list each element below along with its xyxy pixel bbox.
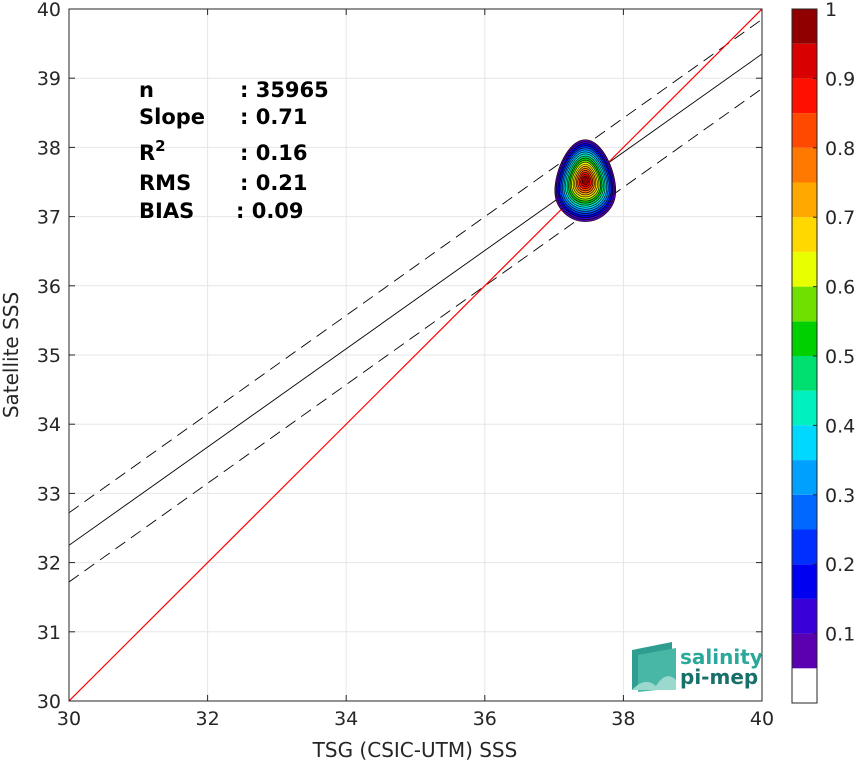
colorbar-segment <box>792 494 817 530</box>
density-contours <box>554 139 617 222</box>
colorbar-tick-label: 0.5 <box>825 346 855 368</box>
stats-box: n : 35965 Slope : 0.71 R2 : 0.16 RMS : 0.21 BIAS… <box>139 78 329 223</box>
colorbar-tick-label: 0.9 <box>825 68 855 90</box>
colorbar-segment <box>792 598 817 634</box>
x-axis-label: TSG (CSIC-UTM) SSS <box>312 738 518 762</box>
salinity-pi-mep-logo: salinity pi-mep <box>632 642 763 692</box>
stat-value: : 0.71 <box>240 105 308 129</box>
colorbar-tick-label: 0.3 <box>825 485 855 507</box>
y-tick-label: 31 <box>37 622 61 644</box>
colorbar-segment <box>792 564 817 599</box>
regression-line <box>69 53 762 546</box>
stat-label: RMS <box>139 171 191 195</box>
colorbar-tick-label: 0.8 <box>825 138 855 160</box>
y-tick-label: 34 <box>37 414 61 436</box>
y-tick-label: 33 <box>37 483 61 505</box>
x-tick-label: 38 <box>611 708 635 730</box>
stat-row: n : 35965 <box>139 78 329 102</box>
plot-lines <box>69 9 762 701</box>
x-tick-label: 32 <box>196 708 220 730</box>
x-tick-label: 34 <box>334 708 358 730</box>
stat-value: : 0.09 <box>236 199 304 223</box>
stat-value: : 35965 <box>240 78 329 102</box>
y-tick-label: 40 <box>37 0 61 21</box>
colorbar-segment <box>792 147 817 183</box>
x-tick-label: 36 <box>473 708 497 730</box>
y-tick-label: 39 <box>37 68 61 90</box>
stat-label: n <box>139 78 154 102</box>
colorbar-segment <box>792 390 817 426</box>
colorbar-segment <box>792 633 817 669</box>
identity-line <box>69 9 762 701</box>
colorbar-segment <box>792 113 817 148</box>
colorbar-segment <box>792 182 817 218</box>
colorbar-segment <box>792 251 817 287</box>
logo-wave-icon <box>632 642 676 692</box>
stat-row: RMS : 0.21 <box>139 171 308 195</box>
colorbar-segment <box>792 286 817 322</box>
stat-row: Slope : 0.71 <box>139 105 308 129</box>
y-tick-label: 32 <box>37 553 61 575</box>
colorbar-segment <box>792 425 817 461</box>
y-tick-label: 38 <box>37 137 61 159</box>
colorbar-tick-label: 0.1 <box>825 624 855 646</box>
y-axis-label: Satellite SSS <box>0 292 23 418</box>
colorbar-segment <box>792 668 817 703</box>
colorbar-tick-label: 0.7 <box>825 207 855 229</box>
stat-row: R2 : 0.16 <box>139 137 308 165</box>
colorbar-segment <box>792 9 817 44</box>
colorbar-tick-label: 0.2 <box>825 554 855 576</box>
y-tick-label: 36 <box>37 276 61 298</box>
y-tick-label: 37 <box>37 207 61 229</box>
fit-bound-line-0 <box>69 19 762 514</box>
density-level-19 <box>581 176 589 185</box>
stat-row: BIAS : 0.09 <box>139 199 304 223</box>
y-tick-label: 35 <box>37 345 61 367</box>
x-tick-label: 30 <box>57 708 81 730</box>
colorbar-segment <box>792 43 817 79</box>
colorbar-segment <box>792 460 817 495</box>
colorbar-segment <box>792 78 817 114</box>
stat-label: Slope <box>139 105 205 129</box>
stat-label: BIAS <box>139 199 194 223</box>
x-tick-label: 40 <box>750 708 774 730</box>
colorbar-tick-label: 0.6 <box>825 277 855 299</box>
y-tick-label: 30 <box>37 691 61 713</box>
logo-line2: pi-mep <box>680 665 758 689</box>
stat-label-superscript: 2 <box>155 137 165 155</box>
fit-bound-line-1 <box>69 88 762 583</box>
colorbar-tick-label: 0.4 <box>825 415 855 437</box>
stat-label: R2 <box>139 137 166 165</box>
y-ticks: 30 31 32 33 34 35 36 37 38 39 40 <box>37 0 762 713</box>
colorbar-segment <box>792 321 817 356</box>
x-ticks: 30 32 34 36 38 40 <box>57 9 774 730</box>
colorbar-tick-label: 1 <box>825 0 837 21</box>
colorbar-segment <box>792 356 817 391</box>
colorbar: 0.1 0.2 0.3 0.4 0.5 0.6 0.7 0.8 0.9 1 <box>791 0 855 704</box>
colorbar-segment <box>792 529 817 565</box>
logo-line1: salinity <box>680 645 763 669</box>
stat-value: : 0.21 <box>240 171 308 195</box>
stat-value: : 0.16 <box>240 141 308 165</box>
colorbar-segment <box>792 217 817 252</box>
